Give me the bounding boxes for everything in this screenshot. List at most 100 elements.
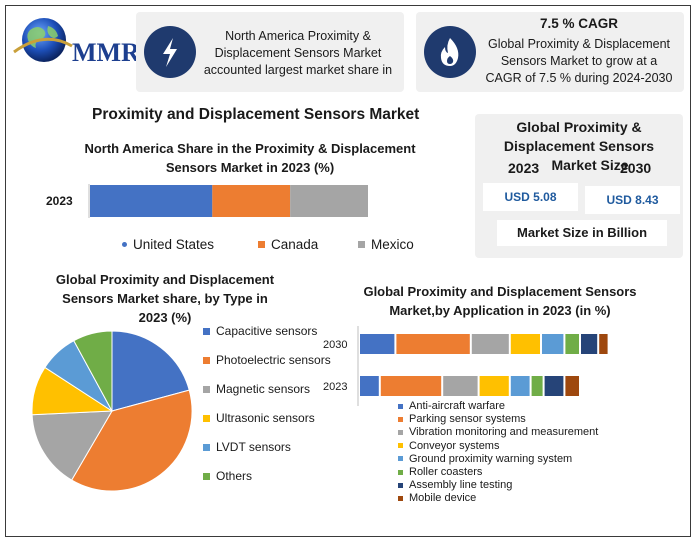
title-line: Sensors Market in 2023 (%) <box>165 160 335 175</box>
app-bar-2023-mobile-device <box>565 376 579 396</box>
pie-legend-lvdt-sensors: LVDT sensors <box>203 440 291 454</box>
app-bar-2030-ground-proximity-warning-system <box>542 334 564 354</box>
app-legend-parking-sensor-systems: Parking sensor systems <box>398 413 526 425</box>
pie-slice-capacitive-sensors <box>111 330 190 412</box>
title-line: 2023 (%) <box>138 310 192 325</box>
app-legend-mobile-device: Mobile device <box>398 492 476 504</box>
app-bar-2023-ground-proximity-warning-system <box>510 376 530 396</box>
pie-slice-magnetic-sensors <box>31 410 113 481</box>
app-bar-2023-conveyor-systems <box>479 376 509 396</box>
legend-label: Ultrasonic sensors <box>216 411 315 425</box>
legend-swatch <box>398 429 403 435</box>
lightning-icon <box>144 26 196 78</box>
legend-swatch <box>358 241 365 248</box>
pie-legend-others: Others <box>203 469 252 483</box>
na-legend-united-states: United States <box>122 237 214 252</box>
legend-label: Vibration monitoring and measurement <box>409 426 599 439</box>
legend-label: Magnetic sensors <box>216 382 311 396</box>
legend-label: Ground proximity warning system <box>409 452 573 465</box>
legend-swatch <box>203 414 210 422</box>
app-bar-2023-roller-coasters <box>531 376 543 396</box>
app-bar-2023-parking-sensor-systems <box>380 376 442 396</box>
pie-slice-photoelectric-sensors <box>70 389 193 492</box>
pie-legend-capacitive-sensors: Capacitive sensors <box>203 324 317 338</box>
title-line: North America Share in the Proximity & D… <box>84 141 416 156</box>
app-bar-2030-vibration-monitoring-and-measurement <box>471 334 509 354</box>
info-card-cagr: 7.5 % CAGR Global Proximity & Displaceme… <box>416 12 684 92</box>
app-bar-2023-assembly-line-testing <box>544 376 564 396</box>
na-category-label: 2023 <box>46 194 73 208</box>
legend-swatch <box>398 482 403 488</box>
value-2030: USD 8.43 <box>585 186 680 214</box>
legend-label: Assembly line testing <box>409 479 513 492</box>
market-size-panel: Global Proximity & Displacement Sensors … <box>475 114 683 258</box>
type-pie-chart-title: Global Proximity and Displacement Sensor… <box>30 270 300 327</box>
title-line: Global Proximity & <box>516 119 642 135</box>
legend-swatch <box>258 241 265 248</box>
value-2023: USD 5.08 <box>483 183 578 211</box>
legend-label: Roller coasters <box>409 466 483 478</box>
legend-swatch <box>398 469 403 475</box>
na-bar-canada <box>212 185 291 217</box>
app-bar-2030-parking-sensor-systems <box>396 334 470 354</box>
pie-slice-others <box>73 330 113 412</box>
app-bar-2023-vibration-monitoring-and-measurement <box>443 376 478 396</box>
pie-legend-ultrasonic-sensors: Ultrasonic sensors <box>203 411 315 425</box>
legend-swatch <box>203 327 210 335</box>
na-legend-mexico: Mexico <box>358 237 414 252</box>
card-line: accounted largest market share in <box>203 63 393 77</box>
title-line: Market Size <box>551 157 629 173</box>
app-legend-assembly-line-testing: Assembly line testing <box>398 479 512 491</box>
legend-swatch <box>203 385 210 393</box>
legend-label: LVDT sensors <box>216 440 291 454</box>
title-line: Global Proximity and Displacement Sensor… <box>363 284 637 299</box>
logo-text: MMR <box>72 38 140 67</box>
legend-label: Anti-aircraft warfare <box>409 400 505 412</box>
na-share-chart-title: North America Share in the Proximity & D… <box>70 139 430 177</box>
legend-label: Parking sensor systems <box>409 413 526 426</box>
application-chart-title: Global Proximity and Displacement Sensor… <box>335 282 665 320</box>
title-line: Displacement Sensors <box>503 138 655 154</box>
card-text: Global Proximity & Displacement Sensors … <box>478 36 680 87</box>
app-bar-2030-assembly-line-testing <box>581 334 598 354</box>
page-title: Proximity and Displacement Sensors Marke… <box>92 106 420 123</box>
app-category-label: 2030 <box>323 339 347 351</box>
legend-swatch <box>398 456 403 462</box>
globe-icon <box>13 18 73 62</box>
app-legend-roller-coasters: Roller coasters <box>398 466 482 478</box>
legend-label: Photoelectric sensors <box>216 353 331 367</box>
legend-swatch <box>398 495 403 501</box>
title-line: Global Proximity and Displacement <box>55 272 275 287</box>
card-line: CAGR of 7.5 % during 2024-2030 <box>485 71 673 85</box>
legend-label: Mobile device <box>409 492 477 505</box>
application-bar-chart: 2030 2023 <box>323 326 608 406</box>
app-bar-2030-mobile-device <box>599 334 608 354</box>
year-2023-label: 2023 <box>508 160 540 176</box>
card-line: North America Proximity & <box>225 29 371 43</box>
card-line: Displacement Sensors Market <box>214 46 382 60</box>
card-title: 7.5 % CAGR <box>539 16 619 31</box>
legend-swatch <box>203 472 210 480</box>
legend-swatch <box>398 416 403 422</box>
app-bar-2030-anti-aircraft-warfare <box>360 334 395 354</box>
legend-swatch <box>122 242 127 247</box>
pie-legend-magnetic-sensors: Magnetic sensors <box>203 382 310 396</box>
legend-swatch <box>398 403 403 409</box>
legend-label: Conveyor systems <box>409 439 500 452</box>
app-legend-vibration-monitoring-and-measurement: Vibration monitoring and measurement <box>398 426 598 438</box>
year-2030-label: 2030 <box>620 160 652 176</box>
card-line: Global Proximity & Displacement <box>487 37 670 51</box>
na-legend-canada: Canada <box>258 237 318 252</box>
info-card-north-america: North America Proximity & Displacement S… <box>136 12 404 92</box>
market-size-title: Global Proximity & Displacement Sensors … <box>475 118 683 175</box>
app-legend-conveyor-systems: Conveyor systems <box>398 440 499 452</box>
legend-swatch <box>398 443 403 449</box>
app-bar-2023-anti-aircraft-warfare <box>360 376 379 396</box>
na-bar-mexico <box>290 185 368 217</box>
type-pie-chart <box>31 330 193 492</box>
legend-label: Capacitive sensors <box>216 324 318 338</box>
mmr-logo: MMR <box>10 12 140 72</box>
title-line: Sensors Market share, by Type in <box>62 291 268 306</box>
app-bar-2030-roller-coasters <box>565 334 579 354</box>
app-legend-anti-aircraft-warfare: Anti-aircraft warfare <box>398 400 505 412</box>
